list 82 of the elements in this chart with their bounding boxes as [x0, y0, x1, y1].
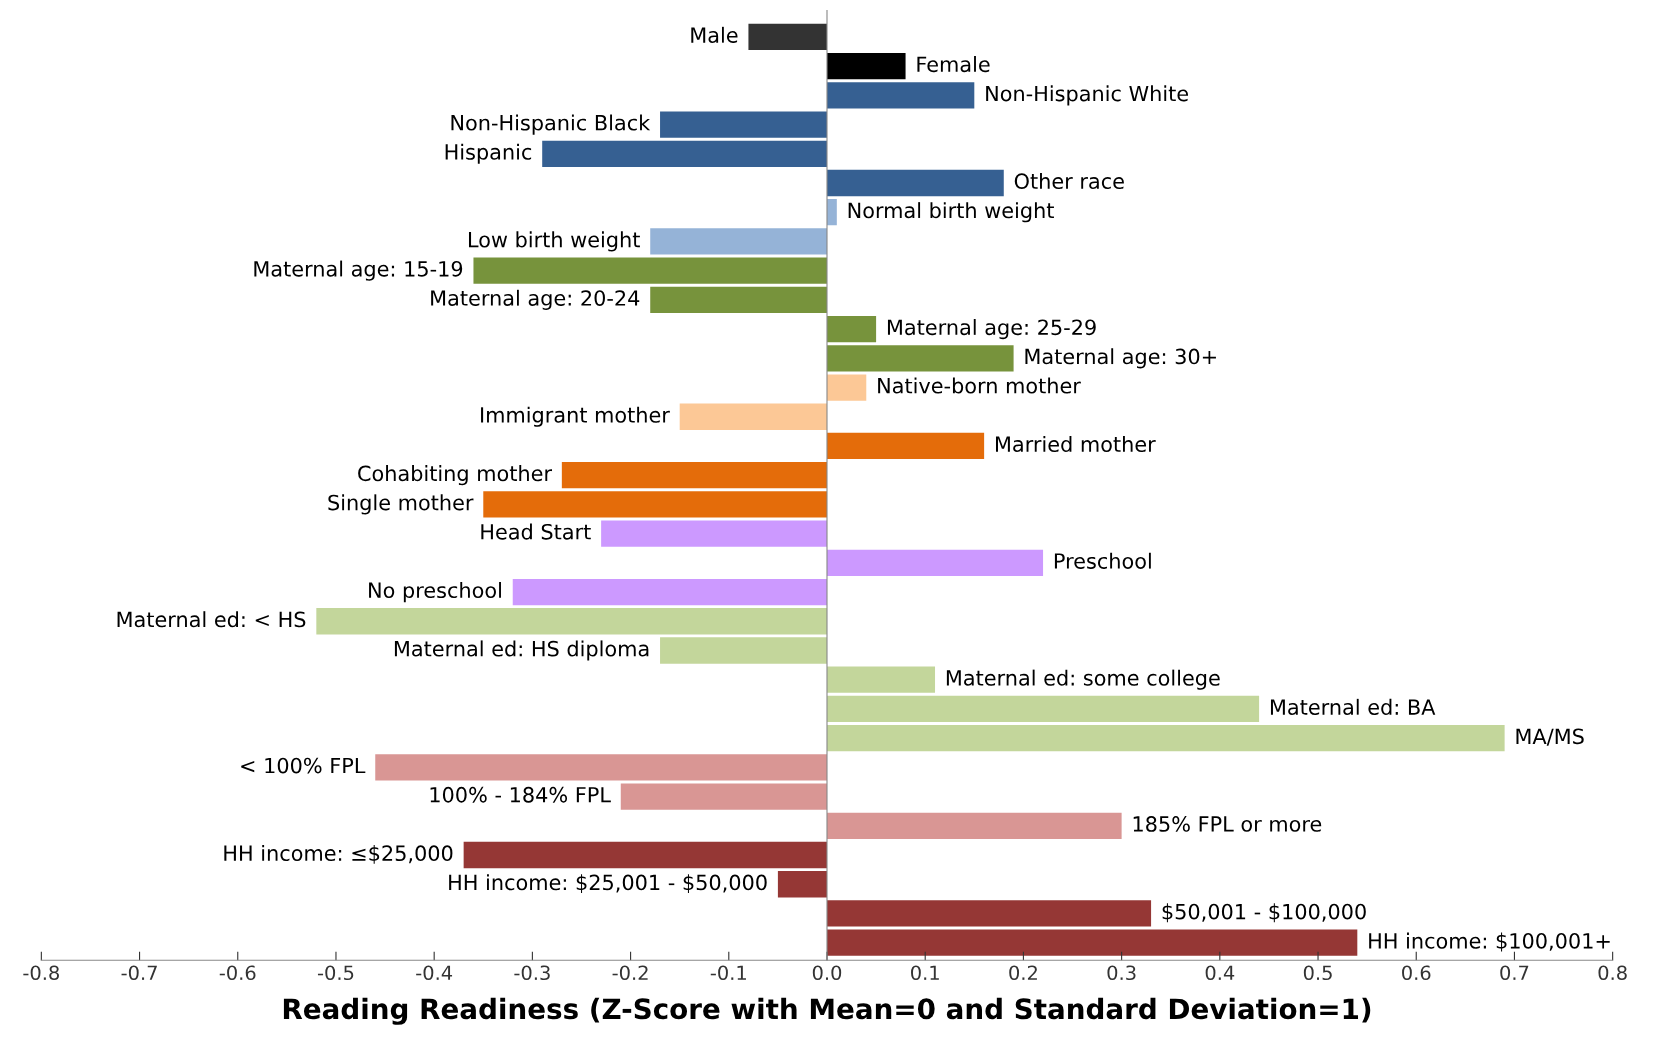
y-tick-label: Preschool: [1054, 552, 1151, 569]
bar: [463, 841, 827, 869]
bar: [601, 520, 827, 547]
bar: [827, 374, 867, 401]
bar: [827, 929, 1358, 956]
y-tick-label: HH income: $25,001 - $50,000: [449, 874, 767, 894]
bar: [561, 462, 827, 489]
y-tick-label: Hispanic: [445, 143, 532, 164]
x-tick-label: -0.7: [121, 965, 157, 981]
bar: [827, 695, 1260, 723]
y-tick-label: HH income: $100,001+: [1369, 932, 1610, 952]
x-tick-label: -0.1: [710, 965, 746, 981]
bar: [679, 403, 827, 430]
bar: [473, 257, 827, 284]
bar: [512, 578, 827, 606]
bar: [650, 286, 827, 314]
bar: [483, 491, 827, 518]
bar: [827, 900, 1152, 927]
y-tick-label: Low birth weight: [468, 231, 640, 252]
bar: [827, 82, 975, 109]
bar: [777, 871, 827, 898]
x-tick-label: 0.5: [1303, 965, 1332, 981]
y-tick-label: Head Start: [481, 523, 591, 540]
y-tick-label: HH income: ≤$25,000: [224, 844, 453, 864]
x-tick-label: 0.2: [1009, 965, 1037, 981]
x-axis-title: Reading Readiness (Z-Score with Mean=0 and Standard Deviation=1): [283, 997, 1371, 1025]
bar: [827, 52, 906, 80]
bar: [827, 199, 837, 226]
y-tick-label: Native-born mother: [878, 377, 1081, 394]
x-tick-label: -0.8: [23, 965, 59, 981]
y-tick-label: Married mother: [995, 435, 1156, 453]
bar: [316, 608, 827, 635]
bar: [542, 140, 827, 167]
y-tick-label: < 100% FPL: [241, 757, 366, 774]
x-tick-label: -0.4: [416, 965, 453, 981]
y-tick-label: Maternal ed: HS diploma: [394, 640, 649, 661]
bar: [375, 754, 827, 781]
y-tick-label: Maternal ed: BA: [1270, 698, 1436, 715]
bar: [620, 783, 827, 810]
bar: [650, 228, 827, 255]
x-tick-label: 0.0: [812, 965, 842, 981]
y-tick-label: 185% FPL or more: [1133, 816, 1322, 832]
x-tick-label: 0.4: [1205, 965, 1235, 981]
y-tick-label: Female: [917, 56, 990, 73]
y-tick-label: Maternal ed: some college: [946, 669, 1220, 690]
y-tick-label: 100% - 184% FPL: [430, 786, 611, 803]
y-tick-label: $50,001 - $100,000: [1162, 903, 1366, 923]
bar: [827, 315, 877, 343]
x-tick-label: -0.5: [317, 965, 354, 981]
y-tick-label: Non-Hispanic Black: [451, 114, 651, 135]
y-tick-label: Single mother: [328, 494, 474, 515]
bar: [827, 549, 1044, 576]
bar: [748, 23, 827, 51]
y-tick-label: Normal birth weight: [848, 202, 1054, 223]
x-tick-label: 0.6: [1402, 965, 1431, 981]
bar: [827, 345, 1014, 372]
x-tick-label: 0.7: [1500, 965, 1529, 981]
bar: [827, 725, 1505, 752]
x-tick-label: 0.8: [1598, 965, 1627, 981]
y-tick-label: Maternal age: 25-29: [887, 319, 1096, 340]
y-tick-label: Other race: [1014, 172, 1124, 190]
bar: [827, 666, 936, 693]
bar: [660, 111, 827, 138]
y-tick-label: MA/MS: [1516, 728, 1584, 746]
x-tick-label: 0.3: [1107, 965, 1136, 981]
bar: [827, 812, 1122, 839]
x-tick-label: -0.2: [612, 965, 648, 981]
bar: [827, 169, 1004, 197]
y-tick-label: Non-Hispanic White: [986, 85, 1189, 106]
x-tick-label: -0.6: [219, 965, 256, 981]
y-tick-label: Immigrant mother: [481, 406, 670, 427]
y-tick-label: Male: [691, 26, 738, 43]
x-tick-label: -0.3: [514, 965, 550, 981]
y-tick-label: Maternal age: 15-19: [254, 260, 463, 281]
x-tick-label: 0.1: [911, 965, 939, 981]
bar: [827, 432, 985, 460]
y-tick-label: Cohabiting mother: [358, 465, 553, 486]
y-tick-label: Maternal age: 20-24: [431, 289, 640, 310]
y-tick-label: Maternal ed: < HS: [117, 611, 306, 628]
y-tick-label: No preschool: [369, 581, 501, 603]
bar: [660, 637, 827, 664]
y-tick-label: Maternal age: 30+: [1025, 348, 1216, 369]
